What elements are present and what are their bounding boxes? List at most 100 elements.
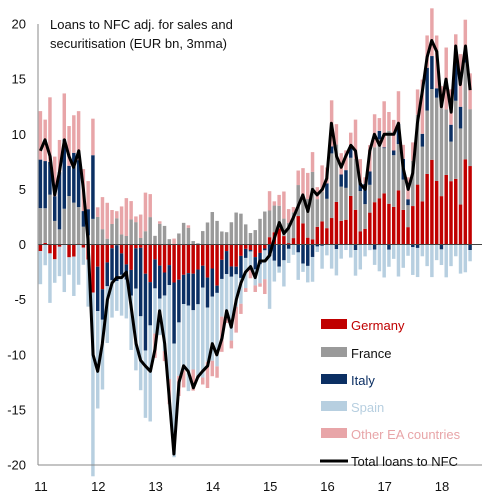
bar-segment-spain xyxy=(401,244,405,268)
bar-segment-france xyxy=(368,184,372,213)
bar-segment-france xyxy=(167,239,172,245)
bar-segment-other-ea xyxy=(415,89,420,115)
bar-segment-spain xyxy=(177,322,181,376)
bar-segment-germany xyxy=(167,244,172,266)
bar-segment-other-ea xyxy=(349,132,353,146)
legend-swatch-other-ea xyxy=(321,428,347,438)
bar-segment-italy xyxy=(134,248,138,289)
bar-segment-france xyxy=(201,231,205,245)
bar-segment-france xyxy=(196,243,200,245)
bar-segment-italy xyxy=(430,56,434,90)
bar-segment-italy xyxy=(277,244,281,267)
bar-segment-france xyxy=(181,222,186,245)
bar-segment-germany xyxy=(105,244,109,263)
bar-segment-italy xyxy=(339,174,343,187)
bar-segment-germany xyxy=(124,244,129,265)
y-tick-label: -10 xyxy=(7,347,26,362)
bar-segment-spain xyxy=(138,316,143,391)
bar-segment-other-ea xyxy=(38,111,43,160)
bar-segment-other-ea xyxy=(129,201,133,220)
bar-segment-spain xyxy=(344,244,348,251)
bar-segment-germany xyxy=(191,244,195,274)
legend-label-france: France xyxy=(351,346,391,361)
bar-segment-germany xyxy=(377,198,382,245)
bar-segment-italy xyxy=(48,161,52,195)
bar-segment-france xyxy=(339,186,343,221)
bar-segment-italy xyxy=(105,262,109,287)
bar-segment-other-ea xyxy=(334,124,339,145)
y-tick-label: -20 xyxy=(7,458,26,473)
bar-segment-france xyxy=(344,187,348,220)
bar-segment-spain xyxy=(444,244,448,278)
bar-segment-spain xyxy=(434,244,439,261)
bar-segment-france xyxy=(468,109,472,167)
bar-segment-spain xyxy=(224,274,229,313)
bar-segment-spain xyxy=(48,253,52,303)
bar-segment-germany xyxy=(454,178,458,245)
bar-segment-spain xyxy=(43,244,47,266)
bar-segment-france xyxy=(430,89,434,160)
bar-segment-germany xyxy=(430,159,434,245)
bar-segment-spain xyxy=(215,292,219,367)
chart-title-line-2: securitisation (EUR bn, 3mma) xyxy=(50,36,227,51)
bar-segment-other-ea xyxy=(119,206,124,235)
bar-segment-spain xyxy=(172,343,176,458)
bar-segment-france xyxy=(296,185,300,217)
bar-segment-italy xyxy=(239,255,243,278)
x-tick-label: 14 xyxy=(206,479,220,494)
bar-segment-spain xyxy=(277,266,281,273)
bar-segment-france xyxy=(406,205,410,228)
bar-segment-germany xyxy=(267,237,272,245)
bar-segment-italy xyxy=(38,159,43,209)
bar-segment-spain xyxy=(57,246,62,277)
bar-segment-germany xyxy=(458,204,463,245)
bar-segment-france xyxy=(272,205,277,233)
bar-segment-italy xyxy=(310,244,315,257)
bar-segment-spain xyxy=(301,263,305,272)
bar-segment-france xyxy=(382,148,386,194)
legend-label-italy: Italy xyxy=(351,373,375,388)
bar-segment-other-ea xyxy=(387,111,391,131)
bar-segment-france xyxy=(76,207,81,244)
bar-segment-spain xyxy=(358,244,363,270)
bar-segment-germany xyxy=(372,202,377,245)
bar-segment-italy xyxy=(344,170,348,188)
bar-segment-spain xyxy=(248,251,253,269)
bar-segment-spain xyxy=(468,250,472,262)
bar-segment-other-ea xyxy=(191,369,195,391)
bar-segment-france xyxy=(267,210,272,238)
bar-segment-other-ea xyxy=(401,144,405,159)
bar-segment-spain xyxy=(258,264,262,284)
bar-segment-other-ea xyxy=(291,207,296,213)
y-tick-label: -5 xyxy=(14,292,26,307)
bar-segment-italy xyxy=(411,244,415,248)
bar-segment-italy xyxy=(129,269,133,296)
bar-segment-italy xyxy=(76,160,81,208)
bar-segment-other-ea xyxy=(411,142,415,161)
bar-segment-other-ea xyxy=(201,377,205,385)
bar-segment-germany xyxy=(95,244,100,267)
bar-segment-germany xyxy=(181,244,186,275)
bar-segment-italy xyxy=(372,244,377,250)
bar-segment-france xyxy=(177,233,181,245)
bar-segment-spain xyxy=(162,295,167,352)
bar-segment-germany xyxy=(67,244,71,258)
bar-segment-spain xyxy=(368,244,372,251)
bar-segment-germany xyxy=(363,228,367,245)
bar-segment-spain xyxy=(191,310,195,370)
bar-segment-germany xyxy=(444,174,448,245)
bar-segment-italy xyxy=(415,244,420,248)
bar-segment-germany xyxy=(463,159,468,245)
bar-segment-other-ea xyxy=(91,118,95,156)
bar-segment-other-ea xyxy=(306,172,310,199)
bar-segment-italy xyxy=(420,133,425,147)
bar-segment-germany xyxy=(301,223,305,245)
bar-segment-italy xyxy=(67,165,71,197)
bar-segment-germany xyxy=(224,244,229,252)
bar-segment-italy xyxy=(172,282,176,344)
bar-segment-spain xyxy=(286,248,291,263)
bar-segment-other-ea xyxy=(358,159,363,183)
bar-segment-germany xyxy=(396,190,401,245)
bar-segment-italy xyxy=(72,152,76,203)
bar-segment-germany xyxy=(81,244,86,248)
